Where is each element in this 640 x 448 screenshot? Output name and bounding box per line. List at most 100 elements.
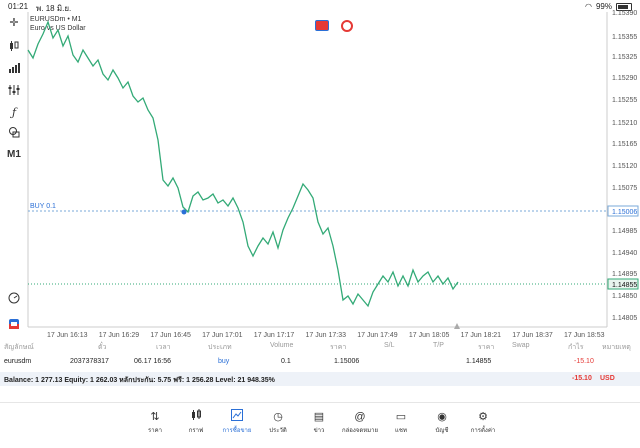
nav-chat[interactable]: ▭ แชท (381, 409, 421, 435)
status-date: พ. 18 มิ.ย. (36, 4, 72, 13)
nav-chart-label: กราฟ (188, 428, 204, 434)
status-bar: 01:21 พ. 18 มิ.ย. ◠ 99% (0, 0, 640, 13)
price-tick-label: 1.14895 (612, 271, 637, 278)
balance-currency: USD (600, 375, 615, 382)
account-icon: ◉ (437, 411, 447, 423)
col-open-price: ราคา (330, 344, 347, 351)
price-tick-label: 1.14985 (612, 228, 637, 235)
symbol-description: Euro vs US Dollar (30, 25, 86, 32)
col-current-price: ราคา (478, 344, 495, 351)
price-tick-label: 1.14850 (612, 293, 637, 300)
time-tick-label: 17 Jun 17:17 (254, 332, 295, 339)
col-profit: กำไร (568, 344, 584, 351)
settings-sliders-icon[interactable] (6, 82, 22, 98)
buy-entry-marker (181, 209, 187, 215)
chart-type-icon[interactable] (6, 38, 22, 54)
price-tick-label: 1.14805 (612, 315, 637, 322)
price-tick-label: 1.15120 (612, 163, 637, 170)
status-right: ◠ 99% (585, 2, 632, 11)
nav-chart[interactable]: กราฟ (176, 409, 216, 435)
symbol-name: EURUSDm • M1 (30, 16, 82, 23)
price-tick-label: 1.15390 (612, 10, 637, 17)
objects-icon[interactable] (6, 124, 22, 140)
buy-price-tag: 1.15006 (612, 209, 637, 216)
time-tick-label: 17 Jun 16:29 (99, 332, 140, 339)
nav-account[interactable]: ◉ บัญชี (422, 409, 462, 435)
nav-history-label: ประวัติ (269, 428, 287, 434)
chat-icon: ▭ (395, 411, 407, 423)
function-icon[interactable]: ƒ (11, 105, 17, 119)
history-icon: ◷ (273, 411, 283, 423)
buy-level-label: BUY 0.1 (30, 203, 56, 210)
col-type: ประเภท (208, 344, 232, 351)
one-click-icon[interactable] (6, 316, 22, 332)
col-volume: Volume (270, 342, 294, 349)
current-price-box (607, 278, 639, 290)
depth-of-market-icon[interactable] (341, 20, 353, 32)
price-series-line (27, 20, 459, 308)
time-tick-label: 17 Jun 18:05 (409, 332, 450, 339)
col-tp: T/P (433, 342, 444, 349)
news-icon: ▤ (313, 411, 325, 423)
symbol-info: EURUSDm • M1 Euro vs US Dollar (30, 15, 86, 33)
balance-text: Balance: 1 277.13 Equity: 1 262.03 หลักป… (4, 377, 275, 384)
bottom-nav: ⇅ ราคา กราฟ การซื้อขาย ◷ ประวัติ ▤ ข่าว … (0, 402, 640, 448)
nav-history[interactable]: ◷ ประวัติ (258, 409, 298, 435)
time-tick-label: 17 Jun 18:37 (512, 332, 553, 339)
price-tick-label: 1.15290 (612, 75, 637, 82)
row-volume: 0.1 (281, 358, 291, 365)
nav-news-label: ข่าว (313, 428, 325, 434)
battery-percent: 99% (595, 2, 612, 11)
col-swap: Swap (512, 342, 530, 349)
buy-price-box (607, 205, 639, 217)
nav-trade-label: การซื้อขาย (222, 428, 252, 434)
current-price-tag: 1.14855 (612, 282, 637, 289)
nav-quotes-label: ราคา (148, 428, 162, 434)
chart-toolbar: ✛ ƒ M1 (0, 14, 28, 344)
mail-icon: @ (354, 411, 366, 423)
price-axis: 1.15390 1.15355 1.15325 1.15290 1.15255 1.152… (612, 10, 637, 322)
table-row[interactable]: eurusdm 2037378317 06.17 16:56 buy 0.1 1… (0, 356, 640, 370)
price-tick-label: 1.15255 (612, 97, 637, 104)
time-tick-label: 17 Jun 18:21 (461, 332, 502, 339)
one-click-trade-icon[interactable] (315, 20, 329, 31)
row-open-price: 1.15006 (334, 358, 360, 365)
nav-mailbox[interactable]: @ กล่องจดหมาย (340, 409, 380, 435)
time-tick-label: 17 Jun 16:13 (47, 332, 88, 339)
wifi-icon: ◠ (585, 2, 592, 11)
row-time: 06.17 16:56 (134, 358, 171, 365)
time-tick-label: 17 Jun 18:53 (564, 332, 605, 339)
col-symbol: สัญลักษณ์ (4, 344, 34, 351)
quotes-icon: ⇅ (150, 411, 160, 423)
trade-icon (217, 409, 257, 425)
nav-news[interactable]: ▤ ข่าว (299, 409, 339, 435)
price-tick-label: 1.14940 (612, 250, 637, 257)
indicators-icon[interactable] (6, 60, 22, 76)
speedometer-icon[interactable] (6, 290, 22, 306)
nav-chat-label: แชท (395, 428, 407, 434)
price-tick-label: 1.15165 (612, 141, 637, 148)
time-tick-label: 17 Jun 17:49 (357, 332, 398, 339)
time-axis: 17 Jun 16:13 17 Jun 16:29 17 Jun 16:45 17 J… (47, 332, 605, 339)
timeframe-button[interactable]: M1 (7, 148, 21, 160)
price-tick-label: 1.15210 (612, 120, 637, 127)
nav-trade[interactable]: การซื้อขาย (217, 409, 257, 435)
balance-bar: Balance: 1 277.13 Equity: 1 262.03 หลักป… (0, 372, 640, 386)
scroll-marker-icon[interactable] (454, 323, 460, 329)
time-tick-label: 17 Jun 17:01 (202, 332, 243, 339)
nav-settings[interactable]: ⚙ การตั้งค่า (463, 409, 503, 435)
time-tick-label: 17 Jun 17:33 (306, 332, 347, 339)
nav-mailbox-label: กล่องจดหมาย (341, 428, 379, 434)
row-ticket: 2037378317 (70, 358, 109, 365)
nav-settings-label: การตั้งค่า (470, 428, 496, 434)
table-header: สัญลักษณ์ ตั๋ว เวลา ประเภท Volume ราคา S… (0, 340, 640, 354)
nav-quotes[interactable]: ⇅ ราคา (135, 409, 175, 435)
col-ticket: ตั๋ว (98, 344, 107, 351)
candles-icon (176, 409, 216, 425)
battery-icon (616, 2, 632, 11)
crosshair-icon[interactable]: ✛ (9, 16, 19, 29)
col-comment: หมายเหตุ (602, 344, 631, 351)
nav-account-label: บัญชี (435, 428, 449, 434)
price-tick-label: 1.15355 (612, 34, 637, 41)
settings-icon: ⚙ (478, 411, 488, 423)
